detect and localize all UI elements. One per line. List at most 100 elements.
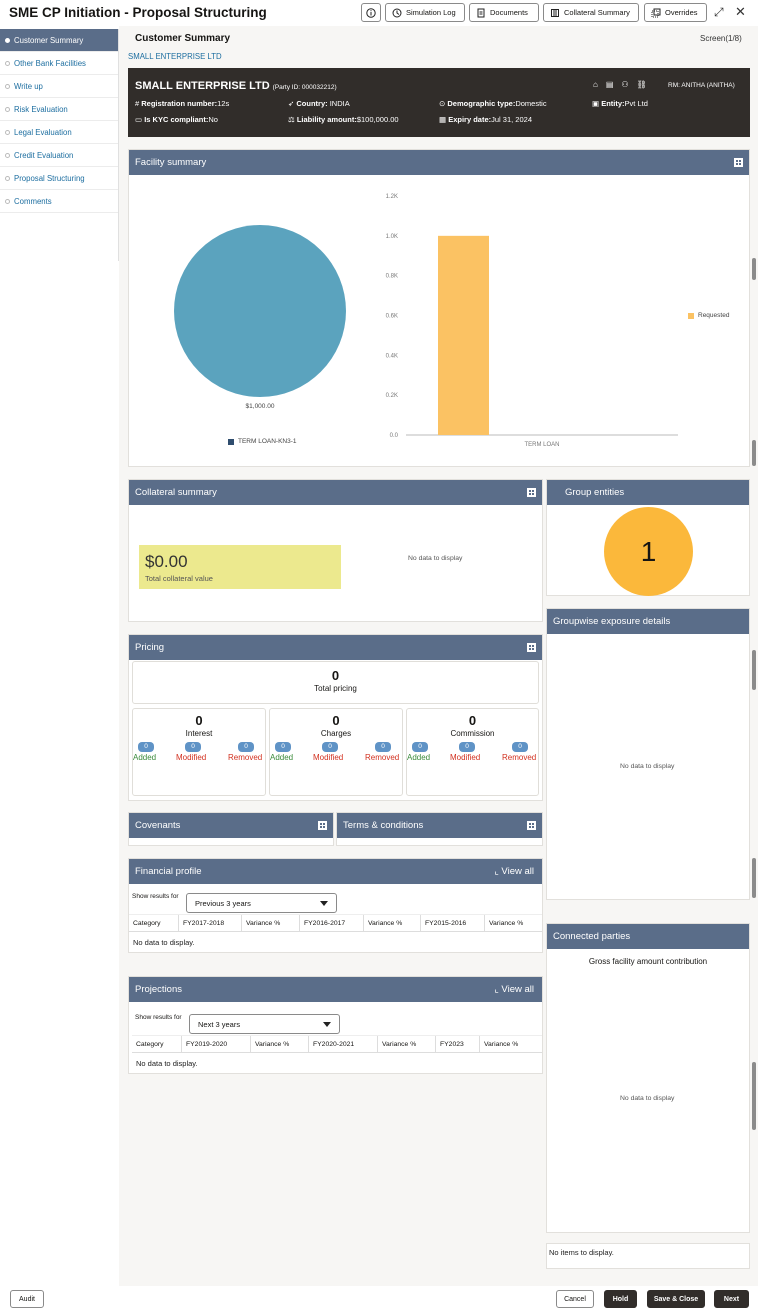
grid-icon[interactable] (527, 488, 536, 497)
projections-nodata: No data to display. (136, 1059, 198, 1068)
scrollbar-thumb[interactable] (752, 440, 756, 466)
removed-badge: 0 (238, 742, 254, 752)
total-pricing-value: 0 (331, 668, 340, 683)
title-bar: SME CP Initiation - Proposal Structuring… (0, 0, 758, 26)
removed-badge: 0 (375, 742, 391, 752)
bar-chart-marks (438, 235, 489, 435)
added-label: Added (133, 753, 157, 762)
sidebar-item-label: Other Bank Facilities (14, 58, 86, 68)
removed-label: Removed (502, 753, 537, 762)
grid-icon[interactable] (734, 158, 743, 167)
close-icon[interactable]: ✕ (735, 4, 746, 19)
projections-title: Projections (135, 984, 182, 995)
hash-icon: # (135, 99, 140, 108)
financial-profile-header: Financial profile ⌞ View all (129, 859, 542, 884)
scrollbar-thumb[interactable] (752, 858, 756, 898)
scrollbar-thumb[interactable] (752, 650, 756, 690)
collateral-summary-button[interactable]: Collateral Summary (543, 3, 639, 22)
total-pricing-box: 0 Total pricing (132, 661, 539, 704)
party-name-text: SMALL ENTERPRISE LTD (135, 80, 270, 92)
x-tick-label: TERM LOAN (524, 442, 559, 448)
sidebar-item-proposal-structuring[interactable]: Proposal Structuring (0, 167, 118, 190)
cancel-button[interactable]: Cancel (556, 1290, 594, 1308)
sidebar-item-risk-evaluation[interactable]: Risk Evaluation (0, 98, 118, 121)
sidebar-item-label: Customer Summary (14, 35, 84, 45)
info-button[interactable] (361, 3, 381, 22)
added-badge: 0 (275, 742, 291, 752)
group-entities-count[interactable]: 1 (604, 507, 693, 596)
sidebar-item-write-up[interactable]: Write up (0, 75, 118, 98)
projections-header: Projections ⌞ View all (129, 977, 542, 1002)
sidebar-item-credit-evaluation[interactable]: Credit Evaluation (0, 144, 118, 167)
location-arrow-icon: ➶ (288, 99, 295, 108)
overrides-icon (651, 8, 661, 17)
sidebar: Customer Summary Other Bank Facilities W… (0, 29, 119, 261)
y-tick-label: 0.2K (386, 393, 398, 399)
hold-button[interactable]: Hold (604, 1290, 637, 1308)
column-header: Variance % (364, 915, 421, 931)
collateral-icon (551, 8, 559, 17)
projections-show-label: Show results for (135, 1014, 182, 1021)
next-button[interactable]: Next (714, 1290, 749, 1308)
chart-line-icon: ⌞ (494, 866, 499, 877)
total-collateral-value: $0.00 (145, 552, 188, 571)
audit-button[interactable]: Audit (10, 1290, 44, 1308)
grid-icon[interactable] (318, 821, 327, 830)
column-header: Variance % (489, 919, 524, 927)
party-action-icons[interactable]: ⌂▤⚇⛓ (593, 80, 655, 89)
modified-label: Modified (313, 753, 344, 762)
scrollbar-thumb[interactable] (752, 1062, 756, 1130)
column-header: FY2016-2017 (300, 915, 364, 931)
grid-icon[interactable] (527, 821, 536, 830)
removed-badge: 0 (512, 742, 528, 752)
pie-data-label: $1,000.00 (246, 403, 275, 410)
expand-icon[interactable]: ⤢ (714, 5, 724, 19)
overrides-button[interactable]: Overrides (644, 3, 707, 22)
groupwise-exposure-title: Groupwise exposure details (553, 616, 671, 627)
financial-view-all[interactable]: ⌞ View all (494, 866, 534, 877)
bar-legend-label: Requested (698, 312, 730, 319)
bar-chart-axis: 0.0 0.2K 0.4K 0.6K 0.8K 1.0K 1.2K TERM LOAN (386, 194, 678, 448)
projections-select-value: Next 3 years (198, 1019, 241, 1029)
column-header: FY2015-2016 (421, 915, 485, 931)
covenants-card: Covenants (128, 812, 334, 846)
party-name: SMALL ENTERPRISE LTD (Party ID: 000032212… (135, 80, 337, 92)
bar-requested[interactable] (438, 235, 489, 435)
save-close-button[interactable]: Save & Close (647, 1290, 705, 1308)
charges-count: 0 (332, 713, 340, 728)
financial-show-label: Show results for (132, 893, 179, 900)
scrollbar-thumb[interactable] (752, 258, 756, 280)
liability-amount: ⚖ Liability amount:$100,000.00 (288, 115, 399, 124)
simulation-log-button[interactable]: Simulation Log (385, 3, 465, 22)
status-dot-icon (5, 83, 10, 89)
column-header: Variance % (242, 915, 300, 931)
total-pricing-label: Total pricing (314, 684, 357, 693)
footer-bar: Audit Cancel Hold Save & Close Next (0, 1286, 758, 1312)
documents-button[interactable]: Documents (469, 3, 539, 22)
interest-label: Interest (185, 729, 213, 738)
collateral-nodata: No data to display (408, 555, 463, 562)
sidebar-item-other-bank-facilities[interactable]: Other Bank Facilities (0, 52, 118, 75)
financial-profile-title: Financial profile (135, 866, 202, 877)
pricing-title: Pricing (135, 642, 165, 653)
financial-period-select[interactable]: Previous 3 years (186, 893, 337, 913)
sidebar-item-customer-summary[interactable]: Customer Summary (0, 29, 118, 52)
pricing-commission-box: 0 Commission 0 0 0 Added Modified Remove… (406, 708, 539, 796)
sidebar-item-comments[interactable]: Comments (0, 190, 118, 213)
groupwise-exposure-header: Groupwise exposure details (547, 609, 749, 634)
sidebar-item-label: Risk Evaluation (14, 104, 68, 114)
bar-legend: Requested (688, 312, 729, 319)
connected-parties-card: Connected parties (546, 923, 750, 1233)
party-banner: SMALL ENTERPRISE LTD (Party ID: 000032212… (128, 68, 750, 137)
projections-view-all[interactable]: ⌞ View all (494, 984, 534, 995)
page-title: Customer Summary (135, 33, 231, 44)
sidebar-item-legal-evaluation[interactable]: Legal Evaluation (0, 121, 118, 144)
status-dot-icon (5, 106, 10, 112)
grid-icon[interactable] (527, 643, 536, 652)
projections-period-select[interactable]: Next 3 years (189, 1014, 340, 1034)
chart-line-icon: ⌞ (494, 984, 499, 995)
modified-badge: 0 (459, 742, 475, 752)
terms-card: Terms & conditions (336, 812, 543, 846)
terms-title: Terms & conditions (343, 820, 424, 831)
total-collateral-label: Total collateral value (145, 574, 213, 583)
